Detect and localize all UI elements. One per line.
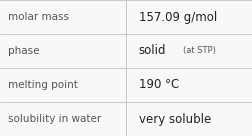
Text: solid: solid <box>139 44 166 58</box>
Text: 157.09 g/mol: 157.09 g/mol <box>139 10 217 24</box>
Text: phase: phase <box>8 46 39 56</box>
Text: solubility in water: solubility in water <box>8 114 101 124</box>
Text: 190 °C: 190 °C <box>139 78 179 92</box>
Text: melting point: melting point <box>8 80 77 90</box>
Text: (at STP): (at STP) <box>183 46 215 55</box>
Text: molar mass: molar mass <box>8 12 69 22</box>
Text: very soluble: very soluble <box>139 112 211 126</box>
